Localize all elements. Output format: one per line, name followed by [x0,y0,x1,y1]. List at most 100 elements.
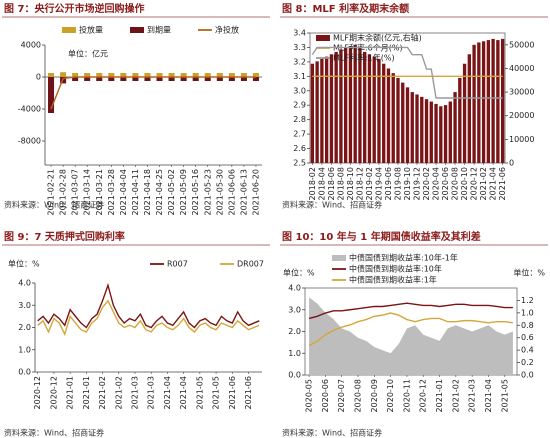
legend-label: 净投放 [215,25,239,35]
x-tick-label: 2021-06 [498,167,507,200]
x-tick-label: 2021-04-18 [143,169,152,216]
bar [252,77,259,81]
x-tick-label: 2020-12 [33,376,42,409]
y-tick-label: 3.0 [293,86,306,95]
x-tick-label: 2019-08 [393,167,402,200]
bar [386,68,391,163]
x-tick-label: 2020-10 [386,379,395,412]
x-tick-label: 2020-06 [321,379,330,412]
x-tick-label: 2021-03 [147,376,156,409]
line [37,282,260,329]
unit-label: 单位：% [8,259,40,269]
x-tick-label: 2018-12 [355,167,364,200]
bar [353,44,357,164]
y2-tick-label: 0.8 [521,321,534,330]
y2-tick-label: 0 [509,159,514,168]
bar [334,51,338,164]
x-tick-label: 2018-08 [336,167,345,200]
x-tick-label: 2021-04-25 [155,169,164,216]
bar [453,92,457,163]
bar [120,77,127,81]
bar [420,96,424,163]
x-tick-label: 2021-05 [212,376,221,409]
bar [156,73,163,77]
bar [252,73,259,77]
x-tick-label: 2021-04-11 [131,169,140,216]
bar [96,77,103,81]
y-tick-label: 2.0 [288,327,301,336]
bar [204,73,211,77]
panel-title: 图 10：10 年与 1 年期国债收益率及其利差 [282,230,481,243]
bar [192,73,199,77]
x-tick-label: 2021-06-13 [239,169,248,216]
legend-swatch [62,27,76,33]
bar [192,77,199,81]
legend-swatch [130,27,144,33]
bar [434,103,438,163]
x-tick-label: 2021-01 [66,376,75,409]
bar [377,59,381,163]
panel-title: 图 9：7 天质押式回购利率 [4,230,125,243]
x-tick-label: 2021-05-23 [203,169,212,216]
y-tick-label: 2.6 [293,144,306,153]
bar [429,101,433,163]
legend-label: MLF期末余额(亿元,右轴) [333,33,422,43]
bar [367,54,372,163]
panel: 图 10：10 年与 1 年期国债收益率及其利差资料来源：Wind、招商证券单位… [280,230,548,438]
legend-label: DR007 [237,260,264,269]
y-tick-label: -4000 [18,105,41,114]
bar [472,44,476,164]
y2-tick-label: 40000 [509,64,534,73]
bar [108,77,115,81]
bar [491,38,495,164]
bar [216,77,223,81]
x-tick-label: 2021-06 [244,376,253,409]
y-tick-label: 3.0 [288,305,301,314]
bar [477,42,481,163]
bar [410,92,414,163]
unit-label: 单位：% [283,268,315,278]
x-tick-label: 2021-04 [163,376,172,409]
x-tick-label: 2021-05-09 [179,169,188,216]
legend-label: 中债国债到期收益率:1年 [349,275,437,285]
bar [228,77,235,81]
x-tick-label: 2018-06 [327,167,336,200]
y-tick-label: 3.0 [18,301,31,310]
x-tick-label: 2021-01 [82,376,91,409]
x-tick-label: 2021-05-30 [215,169,224,216]
x-tick-label: 2020-07 [337,379,346,412]
bar [216,73,223,77]
bar [458,77,462,163]
x-tick-label: 2021-02-21 [47,169,56,216]
line [308,302,513,320]
bar [424,99,429,163]
legend-swatch [332,255,346,261]
x-tick-label: 2020-08 [451,167,460,200]
legend-label: MLF利率:1年(%) [333,53,395,63]
y2-tick-label: 10000 [509,135,534,144]
bar [324,56,329,163]
bar [132,73,139,77]
y2-tick-label: 1.0 [521,308,534,317]
x-tick-label: 2021-06 [228,376,237,409]
line [50,76,256,110]
x-tick-label: 2020-12 [470,167,479,200]
y-tick-label: 1.0 [18,345,31,354]
x-tick-label: 2021-05-02 [167,169,176,216]
bar [310,63,315,163]
x-tick-label: 2020-02 [422,167,431,200]
x-tick-label: 2021-05 [500,379,509,412]
legend-label: 中债国债到期收益率:10年-1年 [349,253,458,263]
bar [228,73,235,77]
y-tick-label: 2.7 [293,130,306,139]
y-tick-label: 2.8 [293,115,306,124]
x-tick-label: 2021-03-14 [83,169,92,216]
bar [486,40,491,163]
bar [240,77,247,81]
y2-tick-label: 0.4 [521,346,534,355]
bar [439,106,443,163]
bar [108,73,115,77]
